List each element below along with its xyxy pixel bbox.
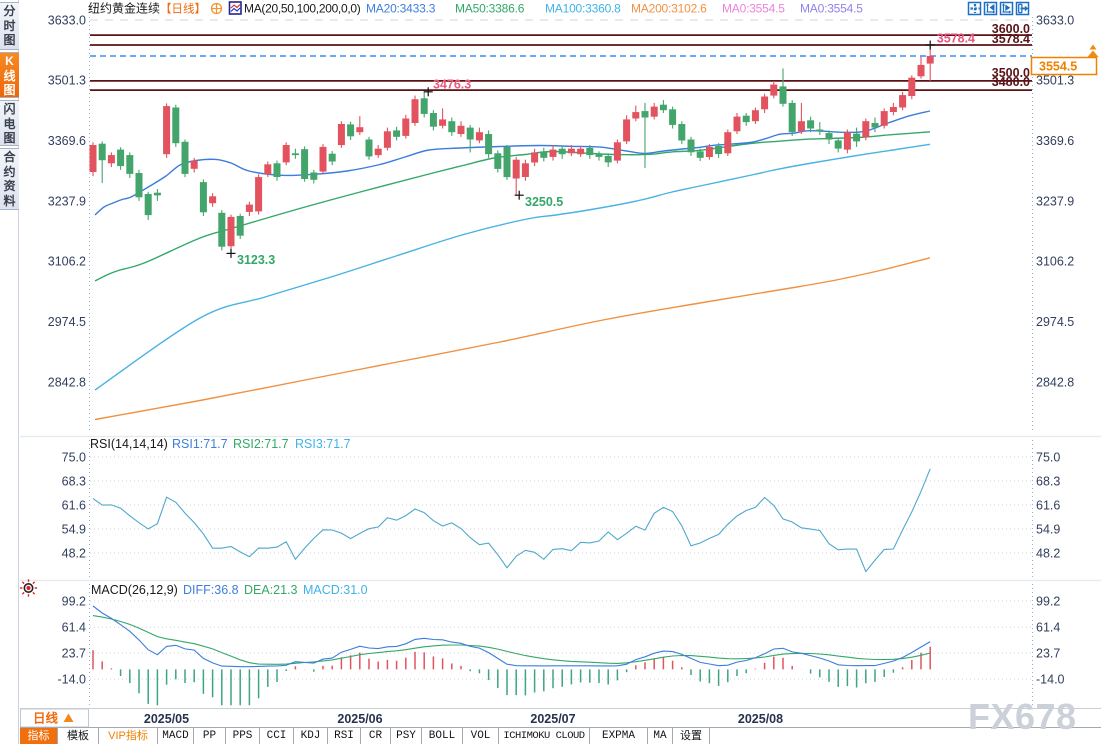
svg-text:【日线】: 【日线】 <box>160 2 206 16</box>
svg-text:3123.3: 3123.3 <box>237 253 275 267</box>
svg-text:3554.5: 3554.5 <box>1039 60 1077 74</box>
svg-text:48.2: 48.2 <box>1036 546 1060 560</box>
svg-text:3106.2: 3106.2 <box>48 255 86 269</box>
svg-text:3369.6: 3369.6 <box>1036 134 1074 148</box>
svg-text:3476.3: 3476.3 <box>433 78 471 92</box>
svg-text:纽约黄金连续: 纽约黄金连续 <box>88 1 160 16</box>
svg-text:61.6: 61.6 <box>1036 498 1060 512</box>
svg-text:2842.8: 2842.8 <box>1036 375 1074 389</box>
svg-text:3501.3: 3501.3 <box>1036 74 1074 88</box>
svg-text:3369.6: 3369.6 <box>48 134 86 148</box>
svg-text:-14.0: -14.0 <box>58 672 87 686</box>
svg-text:23.7: 23.7 <box>1036 646 1060 660</box>
svg-text:61.4: 61.4 <box>1036 620 1060 634</box>
svg-text:MACD(26,12,9): MACD(26,12,9) <box>91 583 178 597</box>
svg-text:MA0:3554.5: MA0:3554.5 <box>800 2 863 16</box>
svg-text:3237.9: 3237.9 <box>1036 194 1074 208</box>
svg-text:2974.5: 2974.5 <box>48 315 86 329</box>
svg-text:75.0: 75.0 <box>1036 450 1060 464</box>
svg-text:2842.8: 2842.8 <box>48 375 86 389</box>
svg-text:2974.5: 2974.5 <box>1036 315 1074 329</box>
svg-text:MA20:3433.3: MA20:3433.3 <box>366 2 436 16</box>
svg-text:3633.0: 3633.0 <box>48 13 86 27</box>
svg-text:2025/05: 2025/05 <box>144 712 189 726</box>
svg-text:RSI3:71.7: RSI3:71.7 <box>295 437 351 451</box>
svg-text:3600.0: 3600.0 <box>992 22 1030 36</box>
svg-text:DEA:21.3: DEA:21.3 <box>244 583 298 597</box>
svg-text:99.2: 99.2 <box>1036 594 1060 608</box>
svg-text:68.3: 68.3 <box>62 474 86 488</box>
svg-text:61.6: 61.6 <box>62 498 86 512</box>
svg-text:2025/06: 2025/06 <box>337 712 382 726</box>
svg-text:3237.9: 3237.9 <box>48 194 86 208</box>
svg-text:3578.4: 3578.4 <box>992 32 1030 46</box>
svg-text:54.9: 54.9 <box>62 522 86 536</box>
svg-text:RSI2:71.7: RSI2:71.7 <box>233 437 289 451</box>
svg-text:DIFF:36.8: DIFF:36.8 <box>183 583 239 597</box>
svg-text:3633.0: 3633.0 <box>1036 13 1074 27</box>
svg-text:3480.0: 3480.0 <box>992 75 1030 89</box>
svg-text:MA(20,50,100,200,0,0): MA(20,50,100,200,0,0) <box>244 2 361 16</box>
svg-text:48.2: 48.2 <box>62 546 86 560</box>
svg-text:MACD:31.0: MACD:31.0 <box>303 583 368 597</box>
svg-text:MA50:3386.6: MA50:3386.6 <box>455 2 525 16</box>
svg-text:MA200:3102.6: MA200:3102.6 <box>631 2 707 16</box>
svg-text:3500.0: 3500.0 <box>992 66 1030 80</box>
svg-text:3250.5: 3250.5 <box>525 195 563 209</box>
svg-text:2025/08: 2025/08 <box>738 712 783 726</box>
svg-text:68.3: 68.3 <box>1036 474 1060 488</box>
svg-text:75.0: 75.0 <box>62 450 86 464</box>
svg-text:MA100:3360.8: MA100:3360.8 <box>545 2 621 16</box>
svg-text:3578.4: 3578.4 <box>937 32 975 46</box>
svg-text:3501.3: 3501.3 <box>48 74 86 88</box>
svg-text:23.7: 23.7 <box>62 646 86 660</box>
svg-text:3106.2: 3106.2 <box>1036 255 1074 269</box>
svg-text:61.4: 61.4 <box>62 620 86 634</box>
svg-text:2025/07: 2025/07 <box>530 712 575 726</box>
svg-text:RSI1:71.7: RSI1:71.7 <box>172 437 228 451</box>
svg-text:RSI(14,14,14): RSI(14,14,14) <box>90 437 168 451</box>
svg-text:MA0:3554.5: MA0:3554.5 <box>722 2 785 16</box>
svg-text:99.2: 99.2 <box>62 594 86 608</box>
svg-text:54.9: 54.9 <box>1036 522 1060 536</box>
svg-text:日线: 日线 <box>33 711 59 726</box>
svg-text:-14.0: -14.0 <box>1036 672 1065 686</box>
